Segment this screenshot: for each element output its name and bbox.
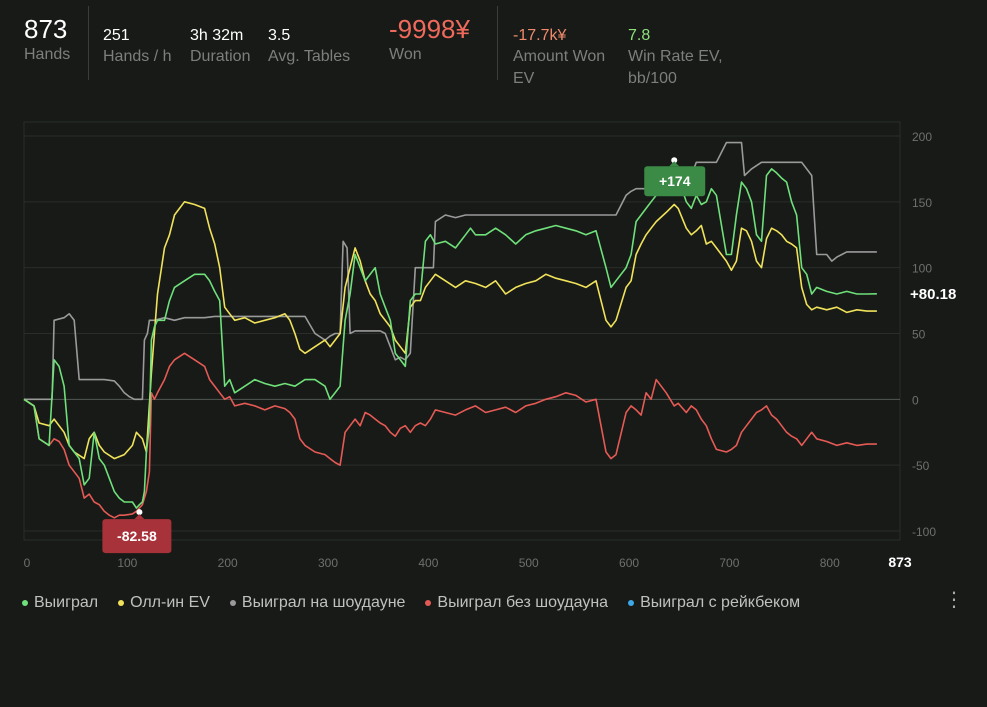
legend-label-rakeback: Выиграл с рейкбеком [640, 594, 801, 611]
hands-stat: 873 Hands [24, 14, 70, 66]
y-tick-label: 200 [912, 130, 932, 144]
y-tick-label: 50 [912, 328, 926, 342]
y-tick-label: -50 [912, 459, 930, 473]
max-marker [671, 157, 678, 164]
hands-per-hour-label: Hands / h [103, 48, 172, 65]
duration-value: 3h 32m [190, 27, 244, 44]
more-options-icon[interactable]: ⋮ [944, 589, 964, 611]
hands-per-hour-value: 251 [103, 27, 130, 44]
legend-dot-rakeback [628, 600, 635, 606]
amount-won-ev-label-1: Amount Won [513, 48, 606, 65]
legend-item-won[interactable]: Выиграл [22, 594, 98, 612]
won-stat: -9998¥ Won [389, 14, 470, 66]
hands-label: Hands [24, 46, 71, 63]
legend-item-allin-ev[interactable]: Олл-ин EV [118, 594, 210, 612]
y-tick-label: 100 [912, 262, 932, 276]
legend-item-non-showdown[interactable]: Выиграл без шоудауна [425, 594, 608, 612]
win-rate-ev-label-1: Win Rate EV, [628, 48, 723, 65]
min-badge-bg [102, 519, 172, 554]
hands-per-hour-stat: 251 Hands / h [103, 26, 171, 68]
duration-label: Duration [190, 48, 251, 65]
max-badge-bg [644, 166, 706, 197]
min-marker [136, 509, 143, 516]
y-tick-label: 0 [912, 393, 919, 407]
legend-dot-non-showdown [425, 600, 432, 606]
series-line-showdown [24, 141, 877, 401]
x-tick-label: 200 [218, 556, 238, 570]
plot-frame [23, 121, 901, 541]
legend-label-non-showdown: Выиграл без шоудауна [437, 594, 609, 611]
x-tick-label: 600 [619, 556, 639, 570]
legend-dot-showdown [229, 600, 236, 606]
amount-won-ev-value: -17.7k¥ [513, 27, 567, 44]
x-tick-label: 700 [719, 556, 739, 570]
min-badge-arrow [134, 514, 145, 520]
legend-dot-won [22, 600, 28, 606]
legend-label-showdown: Выиграл на шоудауне [241, 594, 406, 611]
win-rate-ev-label-2: bb/100 [628, 70, 677, 87]
y-tick-label: 150 [912, 196, 932, 210]
amount-won-ev-stat: -17.7k¥ Amount Won EV [513, 26, 605, 90]
hands-value: 873 [24, 14, 68, 44]
x-tick-label: 300 [318, 556, 338, 570]
legend-dot-allin-ev [118, 600, 125, 606]
x-tick-label: 500 [519, 556, 539, 570]
y-tick-label: -100 [912, 525, 936, 539]
duration-stat: 3h 32m Duration [190, 26, 250, 68]
stats-divider-2 [497, 6, 498, 80]
max-badge-label: +174 [659, 173, 691, 189]
win-rate-ev-stat: 7.8 Win Rate EV, bb/100 [628, 26, 723, 90]
series-line-allin-ev [23, 201, 877, 460]
avg-tables-value: 3.5 [268, 27, 291, 44]
legend-item-showdown[interactable]: Выиграл на шоудауне [229, 594, 406, 612]
won-value: -9998¥ [389, 14, 470, 44]
max-badge-arrow [669, 161, 680, 167]
series-line-won [23, 168, 877, 509]
avg-tables-stat: 3.5 Avg. Tables [268, 26, 350, 68]
x-tick-label: 0 [24, 556, 31, 570]
x-tick-label: 800 [820, 556, 840, 570]
max-badge: +174 [644, 161, 706, 197]
x-last-label: 873 [888, 554, 912, 570]
amount-won-ev-label-2: EV [513, 70, 535, 87]
x-tick-label: 100 [117, 556, 137, 570]
series-line-non-showdown [23, 352, 877, 519]
x-tick-label: 400 [418, 556, 438, 570]
chart-legend: Выиграл Олл-ин EV Выиграл на шоудауне Вы… [22, 594, 800, 612]
legend-label-won: Выиграл [34, 594, 99, 611]
last-value-label: +80.18 [910, 286, 956, 303]
win-rate-ev-value: 7.8 [628, 27, 651, 44]
legend-item-rakeback[interactable]: Выиграл с рейкбеком [628, 594, 800, 612]
won-label: Won [389, 46, 422, 63]
min-badge-label: -82.58 [117, 528, 157, 544]
min-badge: -82.58 [102, 514, 172, 554]
legend-label-allin-ev: Олл-ин EV [130, 594, 210, 611]
avg-tables-label: Avg. Tables [268, 48, 351, 65]
stats-divider-1 [88, 6, 89, 80]
